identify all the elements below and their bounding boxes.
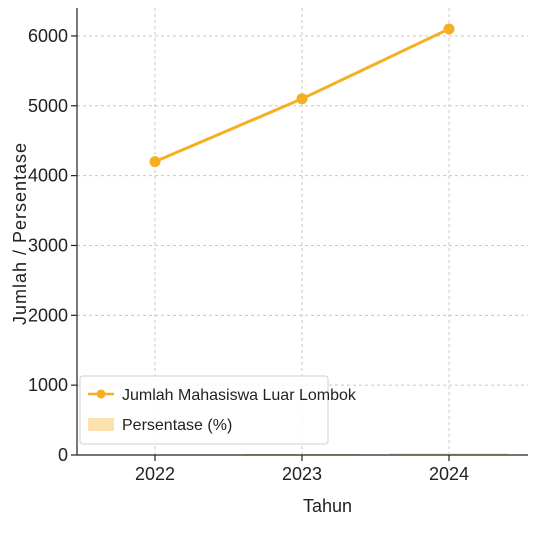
legend-bar-swatch [88, 418, 114, 431]
legend-label-line: Jumlah Mahasiswa Luar Lombok [122, 387, 357, 404]
y-tick-label: 0 [58, 445, 68, 465]
y-tick-label: 5000 [28, 96, 68, 116]
percentage-bar [390, 453, 508, 455]
data-point [149, 156, 161, 168]
x-tick-label: 2024 [429, 464, 469, 484]
legend: Jumlah Mahasiswa Luar Lombok Persentase … [79, 375, 357, 445]
y-axis-title: Jumlah / Persentase [10, 142, 30, 325]
x-tick-label: 2022 [135, 464, 175, 484]
y-tick-label: 1000 [28, 375, 68, 395]
line-series [149, 23, 455, 168]
legend-marker-swatch [96, 389, 106, 399]
legend-label-bar: Persentase (%) [122, 417, 232, 434]
x-ticks: 2022 2023 2024 [135, 455, 469, 484]
y-tick-label: 4000 [28, 166, 68, 186]
x-axis-title: Tahun [303, 496, 352, 516]
y-tick-label: 2000 [28, 305, 68, 325]
y-tick-label: 6000 [28, 26, 68, 46]
x-tick-label: 2023 [282, 464, 322, 484]
y-tick-label: 3000 [28, 235, 68, 255]
data-point [443, 23, 455, 35]
data-point [296, 93, 308, 105]
y-ticks: 0 1000 2000 3000 4000 5000 6000 [28, 26, 77, 465]
legend-box [79, 375, 329, 445]
